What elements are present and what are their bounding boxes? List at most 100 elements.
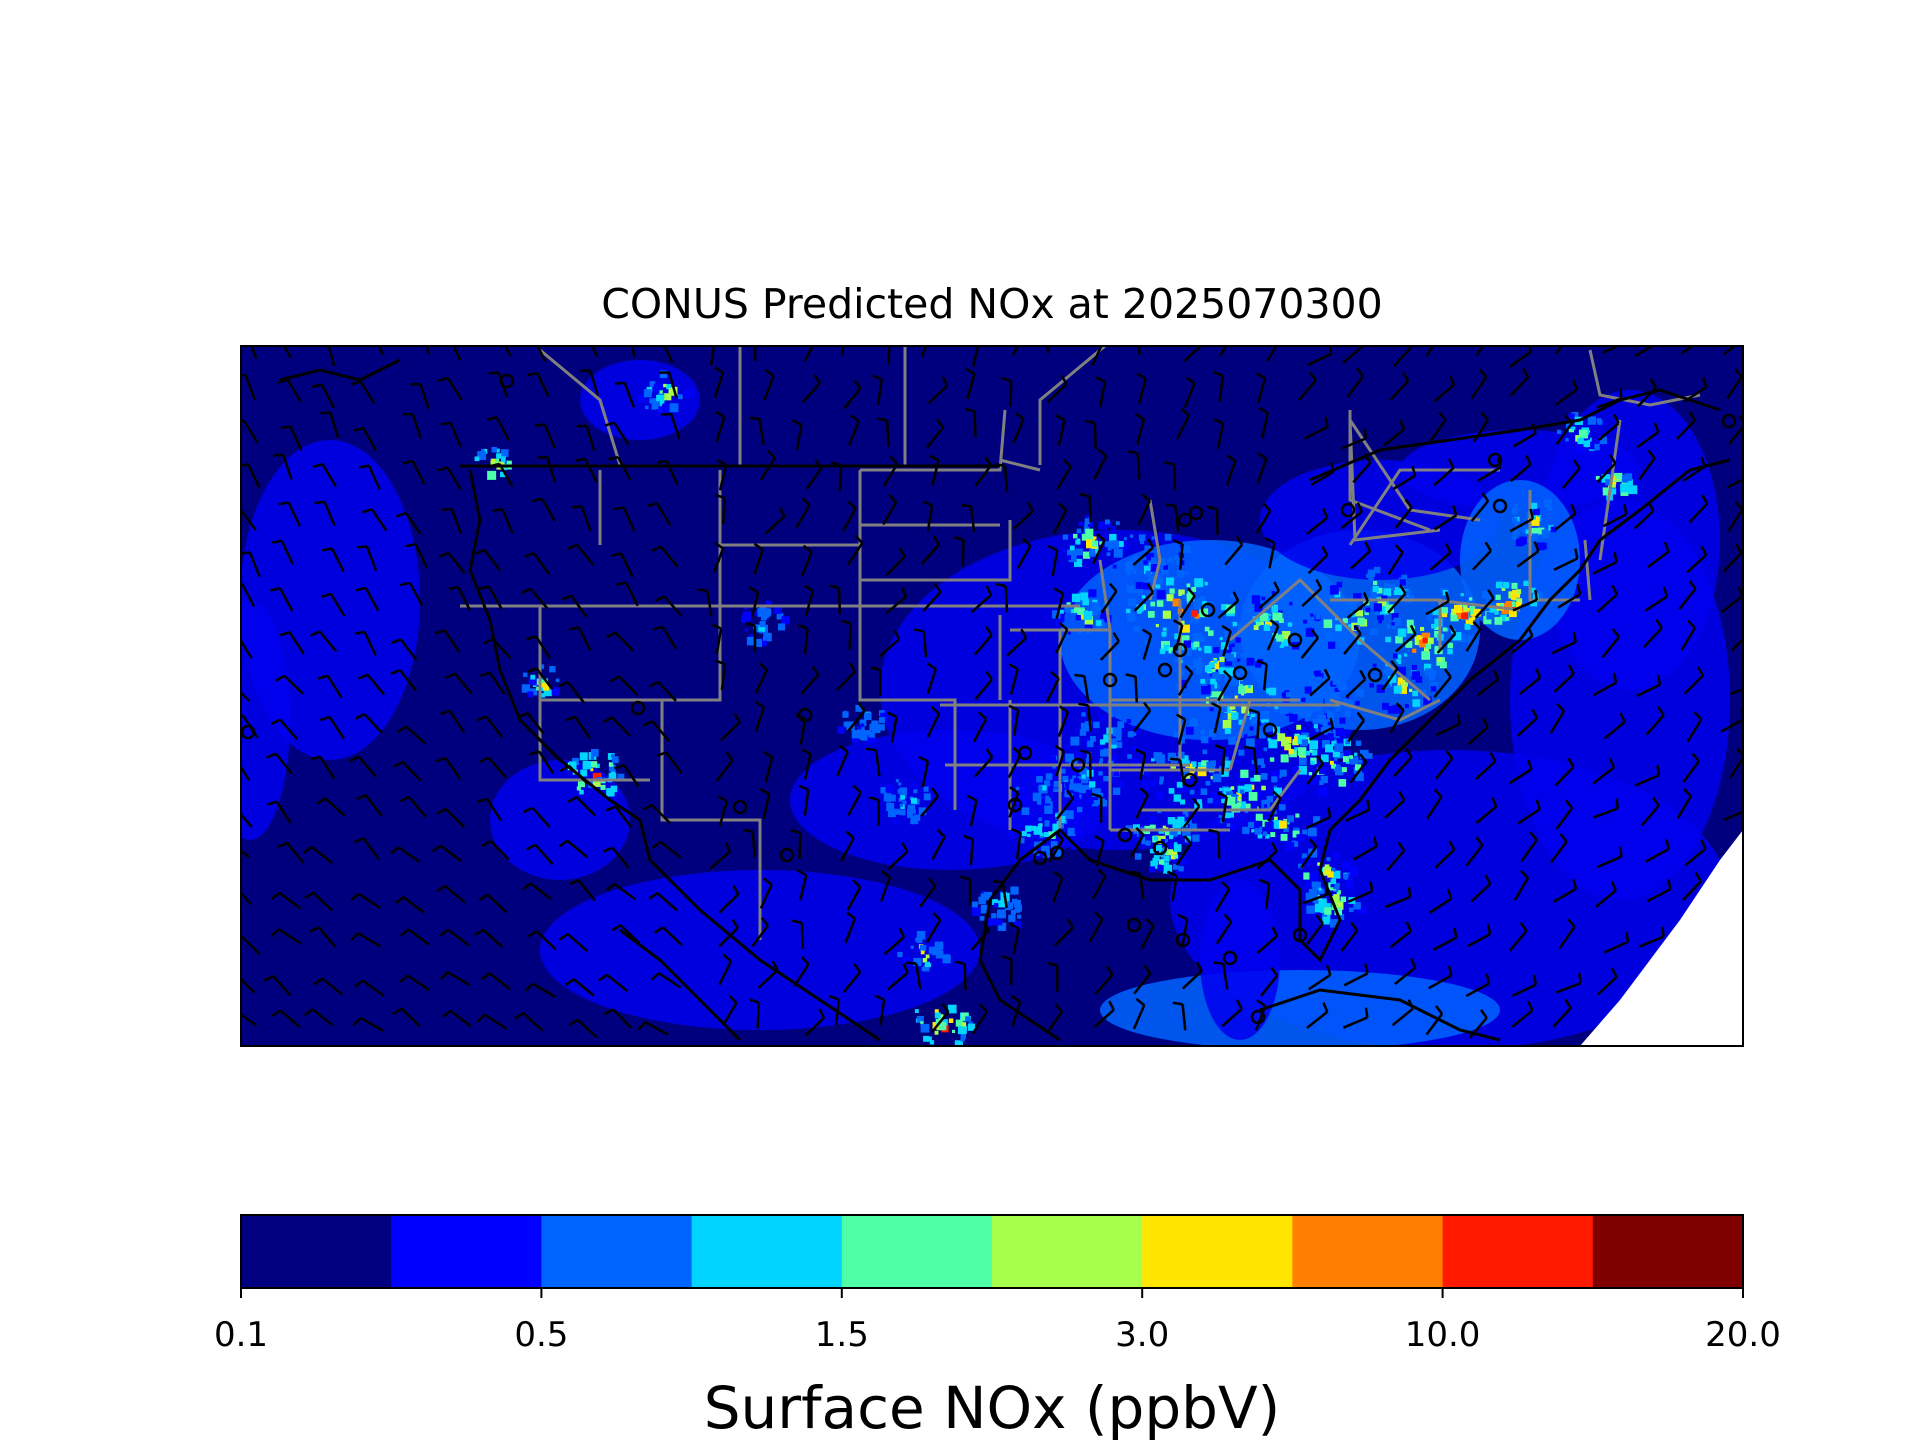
hotspot-cell	[984, 908, 989, 914]
wind-barb	[803, 346, 815, 362]
hotspot-cell	[1348, 624, 1352, 628]
hotspot-cell	[1261, 711, 1270, 720]
hotspot-cell	[1391, 622, 1395, 626]
hotspot-cell	[1376, 613, 1384, 621]
hotspot-cell	[1605, 489, 1611, 495]
wind-barb	[836, 662, 857, 692]
hotspot-cell	[1199, 636, 1205, 643]
hotspot-cell	[1005, 904, 1011, 911]
wind-barb	[753, 346, 757, 362]
wind-barb	[613, 506, 636, 532]
hotspot-cell	[1411, 664, 1418, 670]
hotspot-cell	[913, 789, 918, 794]
hotspot-cell	[1279, 820, 1287, 829]
wind-barb	[1057, 705, 1070, 737]
wind-barb	[913, 628, 928, 658]
hotspot-cell	[1511, 507, 1519, 515]
wind-barb	[537, 455, 557, 483]
wind-barb	[965, 367, 976, 400]
hotspot-cell	[1149, 866, 1155, 873]
hotspot-cell	[1280, 754, 1289, 763]
wind-barb	[1432, 927, 1458, 951]
wind-barb	[796, 869, 808, 901]
wind-barb	[1213, 417, 1225, 450]
hotspot-cell	[757, 608, 766, 617]
wind-barb	[270, 928, 302, 945]
calm-marker	[1017, 745, 1033, 761]
plume	[540, 870, 980, 1030]
hotspot-cell	[1082, 551, 1091, 559]
wind-barb	[1306, 508, 1329, 535]
hotspot-cell	[1346, 598, 1355, 607]
wind-barb	[1425, 346, 1435, 357]
hotspot-cell	[569, 761, 577, 769]
wind-barb	[394, 896, 425, 914]
hotspot-cell	[1014, 904, 1022, 912]
hotspot-cell	[1085, 539, 1095, 549]
hotspot-cell	[1224, 727, 1231, 734]
hotspot-cell	[1245, 738, 1255, 748]
hotspot-cell	[1298, 765, 1308, 775]
wind-barb	[1006, 628, 1028, 657]
wind-barb	[1554, 757, 1575, 787]
hotspot-cell	[1091, 800, 1099, 807]
hotspot-cell	[1336, 738, 1344, 745]
hotspot-cell	[1454, 604, 1463, 613]
wind-barb	[1340, 502, 1364, 530]
hotspot-cell	[1381, 595, 1388, 602]
hotspot-cell	[1322, 740, 1328, 747]
wind-barb	[877, 417, 890, 447]
wind-barb	[748, 586, 760, 618]
wind-barb	[1389, 921, 1412, 949]
hotspot-cell	[1117, 541, 1124, 548]
hotspot-cell	[1333, 691, 1340, 699]
hotspot-cell	[991, 918, 999, 926]
wind-barb	[1056, 458, 1072, 490]
hotspot-cell	[1224, 631, 1232, 639]
colorbar-bin	[1292, 1215, 1444, 1288]
hotspot-cell	[1302, 727, 1306, 732]
wind-barb	[1046, 346, 1050, 354]
hotspot-cell	[1208, 729, 1216, 737]
wind-barb	[1347, 881, 1374, 903]
wind-barb	[241, 638, 253, 659]
hotspot-cell	[1402, 594, 1408, 599]
wind-barb	[1394, 958, 1417, 986]
hotspot-cell	[1237, 658, 1241, 662]
hotspot-cell	[1179, 785, 1187, 793]
hotspot-cell	[1038, 817, 1042, 822]
hotspot-cell	[1231, 825, 1236, 829]
wind-barb	[1682, 872, 1703, 901]
hotspot-cell	[1460, 593, 1464, 597]
wind-barb	[763, 368, 775, 401]
hotspot-cell	[934, 1030, 939, 1035]
hotspot-cell	[1280, 704, 1289, 714]
wind-barb	[1475, 346, 1485, 357]
wind-barb	[1353, 836, 1378, 861]
wind-barb	[1385, 887, 1412, 908]
hotspot-cell	[938, 1014, 944, 1020]
hotspot-cell	[555, 678, 560, 683]
hotspot-cell	[1397, 654, 1402, 659]
hotspot-cell	[1346, 874, 1353, 880]
hotspot-cell	[1091, 602, 1100, 611]
wind-barb	[1592, 672, 1618, 697]
wind-barb	[1095, 376, 1107, 408]
wind-barb	[1474, 589, 1495, 619]
wind-barb	[1009, 922, 1021, 955]
hotspot-cell	[1228, 812, 1235, 818]
hotspot-cell	[1274, 787, 1282, 796]
hotspot-cell	[1269, 757, 1275, 762]
hotspot-cell	[1219, 656, 1225, 663]
hotspot-cell	[1164, 533, 1172, 541]
wind-barb	[1100, 582, 1118, 614]
hotspot-cell	[1107, 546, 1112, 551]
wind-barb	[887, 842, 909, 871]
hotspot-cell	[1178, 737, 1185, 744]
hotspot-cell	[1298, 757, 1307, 766]
hotspot-cell	[1243, 652, 1250, 659]
hotspot-cell	[1058, 815, 1066, 823]
hotspot-cell	[1070, 608, 1076, 614]
hotspot-cell	[914, 1009, 919, 1014]
hotspot-cell	[1210, 660, 1220, 670]
